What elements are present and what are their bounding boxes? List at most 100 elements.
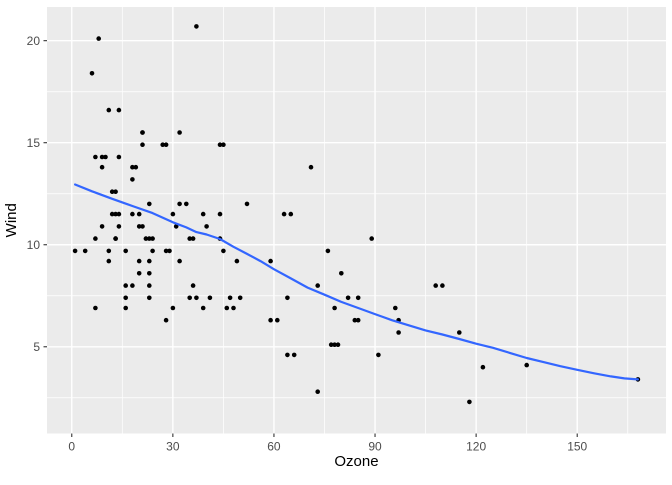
data-point xyxy=(227,295,233,301)
axis-tick-marks xyxy=(43,40,578,437)
data-point xyxy=(147,236,152,241)
major-gridlines xyxy=(47,7,666,434)
data-point xyxy=(103,154,108,160)
data-point xyxy=(234,258,240,264)
data-point xyxy=(170,305,176,311)
data-point xyxy=(173,224,179,229)
data-point xyxy=(113,189,118,194)
data-point xyxy=(130,283,135,288)
data-point xyxy=(308,164,314,170)
x-tick-label: 60 xyxy=(267,440,281,454)
data-point xyxy=(123,283,128,288)
data-point xyxy=(150,236,155,241)
data-point xyxy=(136,258,142,264)
data-point xyxy=(147,283,152,288)
y-tick-label: 20 xyxy=(27,34,41,48)
data-point xyxy=(345,295,351,301)
data-point xyxy=(109,189,115,194)
data-point xyxy=(339,271,344,276)
data-point xyxy=(393,305,398,311)
data-point xyxy=(170,211,176,217)
data-point xyxy=(190,236,196,241)
data-point xyxy=(268,258,273,264)
data-point xyxy=(224,305,230,311)
data-point xyxy=(194,295,199,301)
data-point xyxy=(177,258,182,264)
data-point xyxy=(106,248,112,254)
data-point xyxy=(275,317,280,323)
data-point xyxy=(194,24,199,29)
data-point xyxy=(163,317,169,323)
data-point xyxy=(315,283,321,288)
data-point xyxy=(184,201,189,207)
data-point xyxy=(99,154,105,160)
x-tick-label: 30 xyxy=(166,440,180,454)
data-point xyxy=(147,201,152,207)
data-point xyxy=(221,248,226,254)
data-point xyxy=(285,352,290,358)
data-point xyxy=(123,295,128,301)
data-point xyxy=(82,248,88,254)
x-tick-label: 0 xyxy=(68,440,75,454)
data-point xyxy=(147,295,152,301)
data-point xyxy=(130,177,135,182)
data-point xyxy=(140,130,145,135)
loess-smooth-line xyxy=(74,183,639,381)
data-point xyxy=(328,342,334,348)
smooth-line-group xyxy=(74,183,639,381)
data-point xyxy=(355,317,361,323)
data-point xyxy=(123,248,128,254)
data-point xyxy=(89,71,95,76)
data-point xyxy=(136,224,142,229)
data-point xyxy=(140,142,145,147)
data-point xyxy=(433,283,439,288)
data-point xyxy=(160,142,165,147)
axis-tick-labels: 0 30 60 90 120 150 5 10 15 20 xyxy=(27,34,588,454)
data-point xyxy=(335,342,341,348)
x-tick-label: 150 xyxy=(567,440,587,454)
data-point xyxy=(167,248,172,254)
data-point xyxy=(204,224,209,229)
data-point xyxy=(116,154,122,160)
data-point xyxy=(93,154,98,160)
data-point xyxy=(136,271,142,276)
data-point xyxy=(116,224,122,229)
data-point xyxy=(140,224,145,229)
data-point xyxy=(217,211,223,217)
data-point xyxy=(200,211,206,217)
data-point xyxy=(480,364,486,370)
x-axis-title: Ozone xyxy=(334,453,378,470)
data-point xyxy=(221,142,226,147)
plot-panel xyxy=(47,7,666,434)
data-point xyxy=(99,224,105,229)
data-point xyxy=(133,164,139,170)
data-point xyxy=(231,305,236,311)
data-point xyxy=(93,236,98,241)
x-tick-label: 90 xyxy=(368,440,382,454)
data-point xyxy=(217,142,223,147)
data-point xyxy=(207,295,213,301)
data-point xyxy=(396,330,401,335)
data-point xyxy=(440,283,445,288)
data-point xyxy=(355,295,361,301)
data-point xyxy=(467,399,472,405)
data-point xyxy=(163,248,169,254)
data-point xyxy=(116,211,122,217)
data-point xyxy=(113,236,118,241)
data-point xyxy=(177,130,182,135)
data-point xyxy=(187,295,192,301)
y-axis-title: Wind xyxy=(3,203,20,237)
data-point xyxy=(524,362,529,368)
data-point xyxy=(244,201,250,207)
data-point xyxy=(163,142,169,147)
data-point xyxy=(113,211,118,217)
data-point xyxy=(72,248,78,254)
data-point xyxy=(177,201,182,207)
data-point xyxy=(187,236,192,241)
data-point xyxy=(93,305,98,311)
data-point xyxy=(200,305,206,311)
data-point xyxy=(136,211,142,217)
data-point xyxy=(315,389,321,395)
